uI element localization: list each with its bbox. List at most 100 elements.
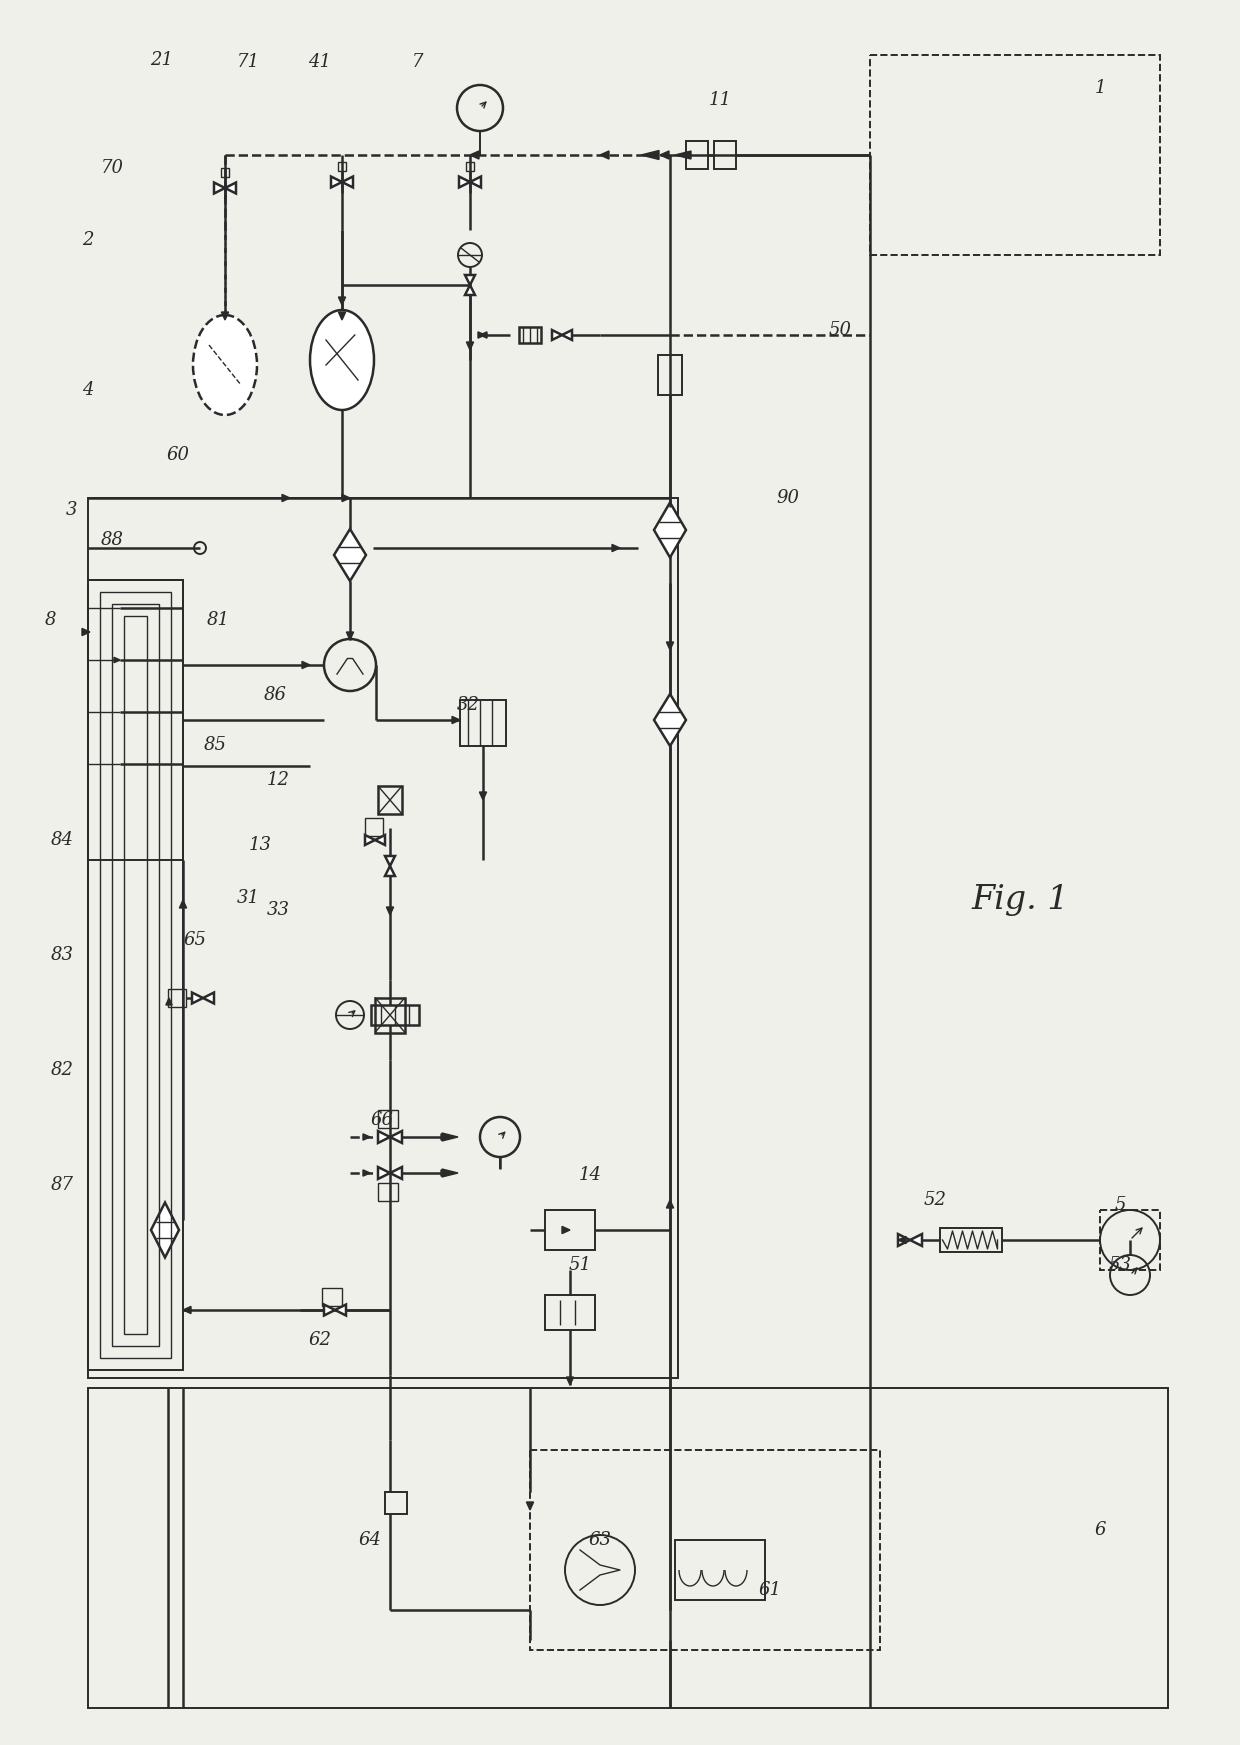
Bar xyxy=(378,785,402,813)
Polygon shape xyxy=(114,658,120,663)
Text: 63: 63 xyxy=(589,1530,611,1550)
Polygon shape xyxy=(378,1131,391,1143)
Bar xyxy=(112,604,159,1345)
Polygon shape xyxy=(562,330,572,340)
Polygon shape xyxy=(641,150,658,159)
Polygon shape xyxy=(335,1305,346,1316)
Text: Fig. 1: Fig. 1 xyxy=(971,885,1069,916)
Text: 88: 88 xyxy=(100,530,124,550)
Ellipse shape xyxy=(310,311,374,410)
Text: 7: 7 xyxy=(412,52,424,72)
Polygon shape xyxy=(334,529,366,581)
Polygon shape xyxy=(466,342,474,351)
Ellipse shape xyxy=(193,316,257,415)
Polygon shape xyxy=(346,632,353,640)
Polygon shape xyxy=(898,1234,910,1246)
Polygon shape xyxy=(675,152,691,159)
Bar xyxy=(546,1209,595,1249)
Polygon shape xyxy=(480,332,487,339)
Polygon shape xyxy=(653,695,686,747)
Text: 3: 3 xyxy=(66,501,78,518)
Text: 86: 86 xyxy=(263,686,286,703)
Polygon shape xyxy=(527,1502,533,1509)
Polygon shape xyxy=(653,503,686,557)
Polygon shape xyxy=(391,1167,402,1180)
Polygon shape xyxy=(184,1307,191,1314)
Bar xyxy=(675,1541,765,1600)
Polygon shape xyxy=(281,494,290,501)
Polygon shape xyxy=(166,998,172,1005)
Polygon shape xyxy=(224,183,236,194)
Bar xyxy=(1100,1209,1159,1270)
Polygon shape xyxy=(339,297,346,305)
Polygon shape xyxy=(324,1305,335,1316)
Polygon shape xyxy=(151,1202,179,1258)
Polygon shape xyxy=(342,494,350,501)
Polygon shape xyxy=(374,836,384,845)
Bar xyxy=(337,162,346,171)
Bar xyxy=(88,579,184,860)
Text: 66: 66 xyxy=(371,1112,393,1129)
Text: 21: 21 xyxy=(150,51,174,70)
Bar xyxy=(465,162,475,171)
Bar xyxy=(384,1492,407,1515)
Text: 6: 6 xyxy=(1094,1522,1106,1539)
Text: 64: 64 xyxy=(358,1530,382,1550)
Text: 41: 41 xyxy=(309,52,331,72)
Text: 8: 8 xyxy=(45,611,56,628)
Text: 32: 32 xyxy=(456,696,480,714)
Polygon shape xyxy=(384,866,396,876)
Text: 12: 12 xyxy=(267,771,289,789)
Text: 82: 82 xyxy=(51,1061,73,1078)
Polygon shape xyxy=(342,176,353,187)
Polygon shape xyxy=(331,176,342,187)
Polygon shape xyxy=(898,1237,906,1244)
Bar xyxy=(322,1288,342,1305)
Polygon shape xyxy=(441,1169,448,1176)
Text: 51: 51 xyxy=(568,1256,591,1274)
Bar xyxy=(714,141,737,169)
Text: 90: 90 xyxy=(776,489,800,508)
Text: 71: 71 xyxy=(237,52,259,72)
Text: 65: 65 xyxy=(184,932,207,949)
Polygon shape xyxy=(180,900,186,907)
Bar xyxy=(88,1387,1168,1708)
Bar xyxy=(88,497,678,1379)
Text: 87: 87 xyxy=(51,1176,73,1194)
Polygon shape xyxy=(215,183,224,194)
Bar xyxy=(546,1295,595,1330)
Polygon shape xyxy=(363,1134,370,1139)
Text: 60: 60 xyxy=(166,447,190,464)
Polygon shape xyxy=(552,330,562,340)
Polygon shape xyxy=(470,176,481,187)
Polygon shape xyxy=(562,1227,570,1234)
Polygon shape xyxy=(303,661,310,668)
Text: 61: 61 xyxy=(759,1581,781,1598)
Polygon shape xyxy=(470,152,479,159)
Bar xyxy=(378,1110,398,1127)
Polygon shape xyxy=(384,857,396,866)
Text: 5: 5 xyxy=(1115,1195,1126,1215)
Bar xyxy=(520,326,541,344)
Text: 70: 70 xyxy=(100,159,124,176)
Polygon shape xyxy=(391,1131,402,1143)
Text: 62: 62 xyxy=(309,1331,331,1349)
Text: 14: 14 xyxy=(579,1166,601,1185)
Polygon shape xyxy=(222,312,228,319)
Polygon shape xyxy=(365,836,374,845)
Text: 52: 52 xyxy=(924,1192,946,1209)
Polygon shape xyxy=(441,1134,448,1139)
Text: 81: 81 xyxy=(207,611,229,628)
Polygon shape xyxy=(666,642,673,649)
Polygon shape xyxy=(600,152,609,159)
Polygon shape xyxy=(203,993,215,1003)
Bar xyxy=(686,141,708,169)
Polygon shape xyxy=(378,1167,391,1180)
Text: 83: 83 xyxy=(51,946,73,963)
Polygon shape xyxy=(660,152,670,159)
Text: 1: 1 xyxy=(1094,79,1106,98)
Polygon shape xyxy=(465,284,475,295)
Text: 2: 2 xyxy=(82,230,94,250)
Polygon shape xyxy=(567,1377,574,1386)
Text: 85: 85 xyxy=(203,736,227,754)
